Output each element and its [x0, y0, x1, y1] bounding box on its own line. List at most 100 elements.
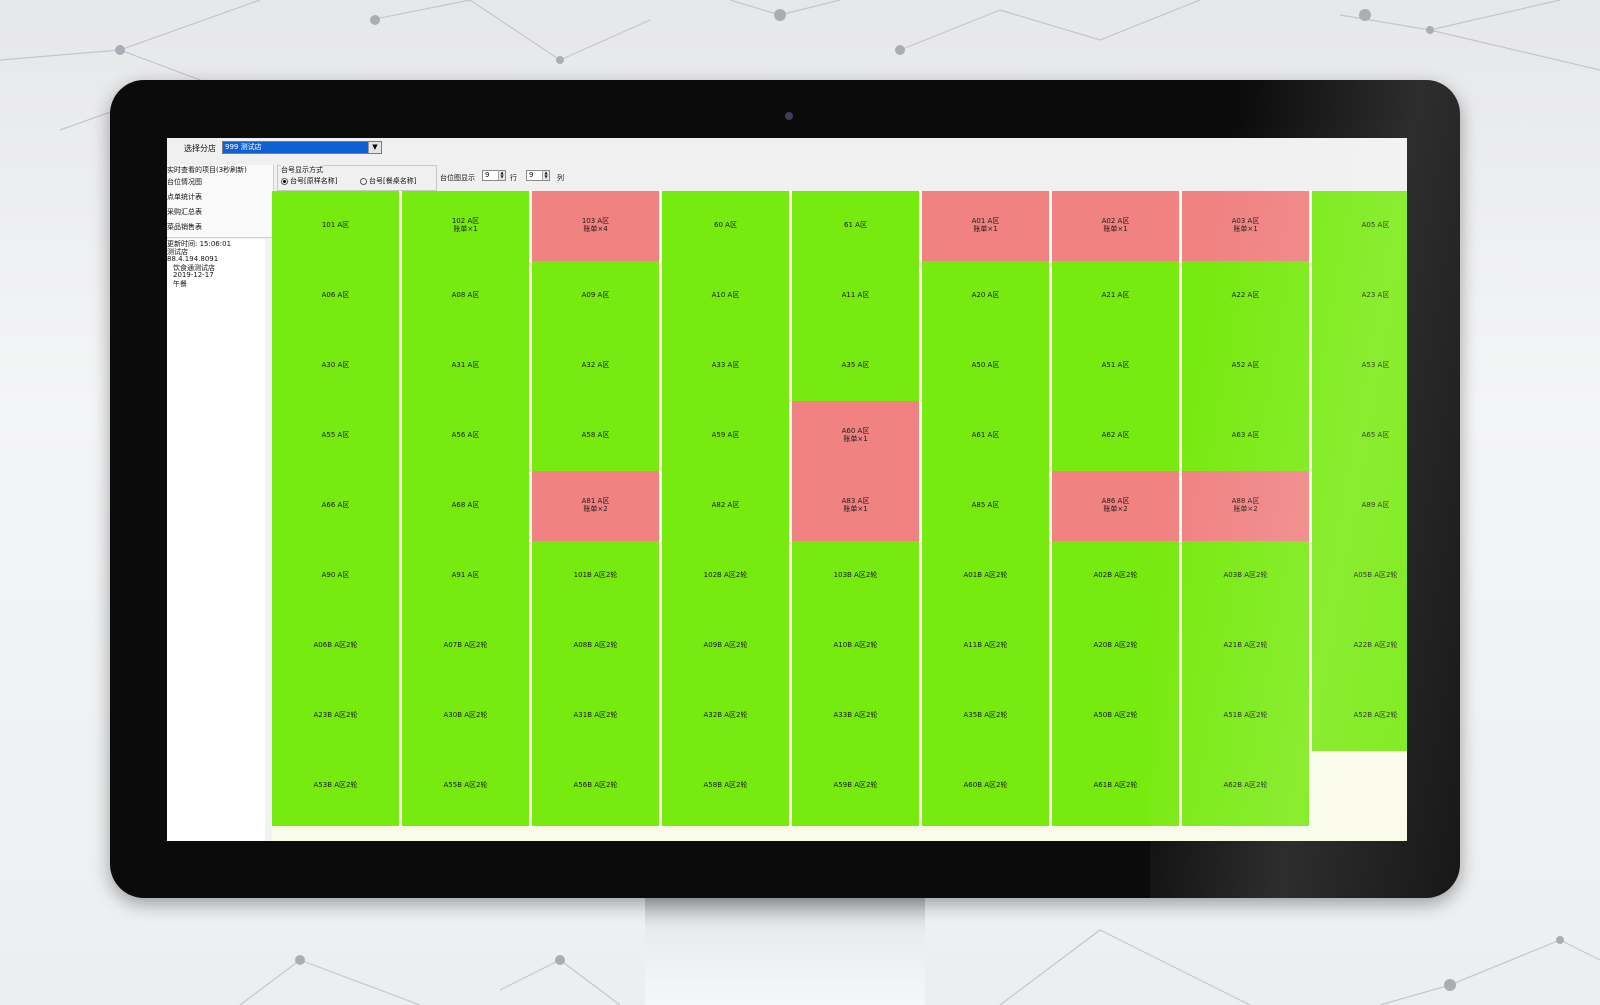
table-cell[interactable]: A07B A区2轮 — [402, 611, 529, 686]
table-cell[interactable]: A59B A区2轮 — [792, 751, 919, 826]
table-cell[interactable]: A31B A区2轮 — [532, 681, 659, 756]
table-cell[interactable]: A01B A区2轮 — [922, 541, 1049, 616]
table-cell[interactable]: A22 A区 — [1182, 261, 1309, 336]
table-cell[interactable]: A89 A区 — [1312, 471, 1407, 546]
table-cell[interactable]: A03B A区2轮 — [1182, 541, 1309, 616]
table-cell[interactable]: 102 A区 账单×1 — [402, 191, 529, 264]
table-cell[interactable]: A52B A区2轮 — [1312, 681, 1407, 756]
table-cell[interactable]: A82 A区 — [662, 471, 789, 546]
stepper-arrows-icon[interactable]: ▲ ▼ — [498, 171, 505, 180]
table-cell[interactable]: A81 A区 账单×2 — [532, 471, 659, 544]
stepper-arrows-icon[interactable]: ▲ ▼ — [542, 171, 549, 180]
table-cell[interactable]: A32 A区 — [532, 331, 659, 406]
table-cell[interactable]: A61 A区 — [922, 401, 1049, 476]
table-name: A81 A区 — [581, 496, 610, 505]
info-scrollbar[interactable] — [265, 239, 273, 841]
radio-table-name[interactable]: 台号[餐桌名称] — [360, 176, 416, 186]
menu-item-order-stats[interactable]: 点单统计表 — [167, 193, 202, 201]
table-cell[interactable]: A55 A区 — [272, 401, 399, 476]
table-cell[interactable]: A90 A区 — [272, 541, 399, 616]
table-cell[interactable]: 61 A区 — [792, 191, 919, 266]
table-cell[interactable]: A62B A区2轮 — [1182, 751, 1309, 826]
table-cell[interactable]: A10B A区2轮 — [792, 611, 919, 686]
table-cell[interactable]: A58 A区 — [532, 401, 659, 476]
table-cell[interactable]: A88 A区 账单×2 — [1182, 471, 1309, 544]
rows-stepper[interactable]: 9 ▲ ▼ — [482, 170, 506, 181]
table-cell[interactable]: A83 A区 账单×1 — [792, 471, 919, 544]
table-cell[interactable]: A32B A区2轮 — [662, 681, 789, 756]
table-cell[interactable]: A21B A区2轮 — [1182, 611, 1309, 686]
table-cell[interactable]: A50B A区2轮 — [1052, 681, 1179, 756]
table-cell[interactable]: A33B A区2轮 — [792, 681, 919, 756]
table-cell[interactable]: A56 A区 — [402, 401, 529, 476]
menu-item-purchase-summary[interactable]: 采购汇总表 — [167, 208, 202, 216]
table-cell[interactable]: A68 A区 — [402, 471, 529, 546]
table-cell[interactable]: A65 A区 — [1312, 401, 1407, 476]
table-cell[interactable]: A61B A区2轮 — [1052, 751, 1179, 826]
table-cell[interactable]: A63 A区 — [1182, 401, 1309, 476]
table-cell[interactable]: A60 A区 账单×1 — [792, 401, 919, 474]
table-cell[interactable]: 101B A区2轮 — [532, 541, 659, 616]
table-cell[interactable]: A09B A区2轮 — [662, 611, 789, 686]
table-cell[interactable]: A51 A区 — [1052, 331, 1179, 406]
table-cell[interactable]: A02B A区2轮 — [1052, 541, 1179, 616]
table-cell[interactable]: A05 A区 — [1312, 191, 1407, 266]
table-cell[interactable]: A50 A区 — [922, 331, 1049, 406]
table-cell[interactable]: A01 A区 账单×1 — [922, 191, 1049, 264]
table-cell[interactable]: A53 A区 — [1312, 331, 1407, 406]
table-cell[interactable]: A85 A区 — [922, 471, 1049, 546]
table-cell[interactable]: A35B A区2轮 — [922, 681, 1049, 756]
grid-label: 台位图显示 — [440, 174, 475, 182]
table-cell[interactable]: A33 A区 — [662, 331, 789, 406]
table-cell[interactable]: 103B A区2轮 — [792, 541, 919, 616]
cols-stepper[interactable]: 9 ▲ ▼ — [526, 170, 550, 181]
chevron-down-icon[interactable]: ▼ — [368, 142, 381, 153]
table-cell[interactable]: A06 A区 — [272, 261, 399, 336]
table-cell[interactable]: 103 A区 账单×4 — [532, 191, 659, 264]
table-cell[interactable]: A03 A区 账单×1 — [1182, 191, 1309, 264]
table-cell[interactable]: A21 A区 — [1052, 261, 1179, 336]
table-cell[interactable]: A60B A区2轮 — [922, 751, 1049, 826]
radio-original-name[interactable]: 台号[原样名称] — [281, 176, 337, 186]
table-cell[interactable]: A53B A区2轮 — [272, 751, 399, 826]
table-cell[interactable]: A30B A区2轮 — [402, 681, 529, 756]
table-cell[interactable]: A20B A区2轮 — [1052, 611, 1179, 686]
table-cell[interactable]: A51B A区2轮 — [1182, 681, 1309, 756]
table-cell[interactable]: A55B A区2轮 — [402, 751, 529, 826]
table-cell[interactable]: 60 A区 — [662, 191, 789, 266]
cols-value: 9 — [529, 171, 534, 179]
table-cell[interactable]: A22B A区2轮 — [1312, 611, 1407, 686]
table-cell[interactable]: A11 A区 — [792, 261, 919, 336]
table-name: A63 A区 — [1231, 430, 1260, 439]
table-cell[interactable]: A52 A区 — [1182, 331, 1309, 406]
table-cell[interactable]: A09 A区 — [532, 261, 659, 336]
branch-select[interactable]: 999 测试店 ▼ — [222, 141, 382, 154]
table-cell[interactable]: A58B A区2轮 — [662, 751, 789, 826]
table-cell[interactable]: A59 A区 — [662, 401, 789, 476]
table-cell[interactable]: A20 A区 — [922, 261, 1049, 336]
table-cell[interactable]: A30 A区 — [272, 331, 399, 406]
table-name: A89 A区 — [1361, 500, 1390, 509]
table-cell[interactable]: A08B A区2轮 — [532, 611, 659, 686]
table-cell[interactable]: A06B A区2轮 — [272, 611, 399, 686]
table-cell[interactable]: A91 A区 — [402, 541, 529, 616]
table-cell[interactable]: A56B A区2轮 — [532, 751, 659, 826]
table-cell[interactable]: A31 A区 — [402, 331, 529, 406]
table-cell[interactable]: A23B A区2轮 — [272, 681, 399, 756]
table-cell[interactable]: A62 A区 — [1052, 401, 1179, 476]
table-cell[interactable]: A86 A区 账单×2 — [1052, 471, 1179, 544]
menu-item-dish-sales[interactable]: 菜品销售表 — [167, 223, 202, 231]
table-cell[interactable]: 101 A区 — [272, 191, 399, 266]
table-cell[interactable]: A11B A区2轮 — [922, 611, 1049, 686]
menu-item-table-map[interactable]: 台位情况图 — [167, 178, 202, 186]
table-cell[interactable]: A08 A区 — [402, 261, 529, 336]
menu-item-header: 实时查看的项目(3秒刷新) — [167, 166, 247, 174]
table-cell[interactable]: A02 A区 账单×1 — [1052, 191, 1179, 264]
table-cell[interactable]: A66 A区 — [272, 471, 399, 546]
table-cell[interactable]: A23 A区 — [1312, 261, 1407, 336]
table-cell[interactable]: 102B A区2轮 — [662, 541, 789, 616]
table-cell[interactable]: A10 A区 — [662, 261, 789, 336]
table-cell[interactable]: A35 A区 — [792, 331, 919, 406]
table-name: A02 A区 — [1101, 216, 1130, 225]
table-cell[interactable]: A05B A区2轮 — [1312, 541, 1407, 616]
